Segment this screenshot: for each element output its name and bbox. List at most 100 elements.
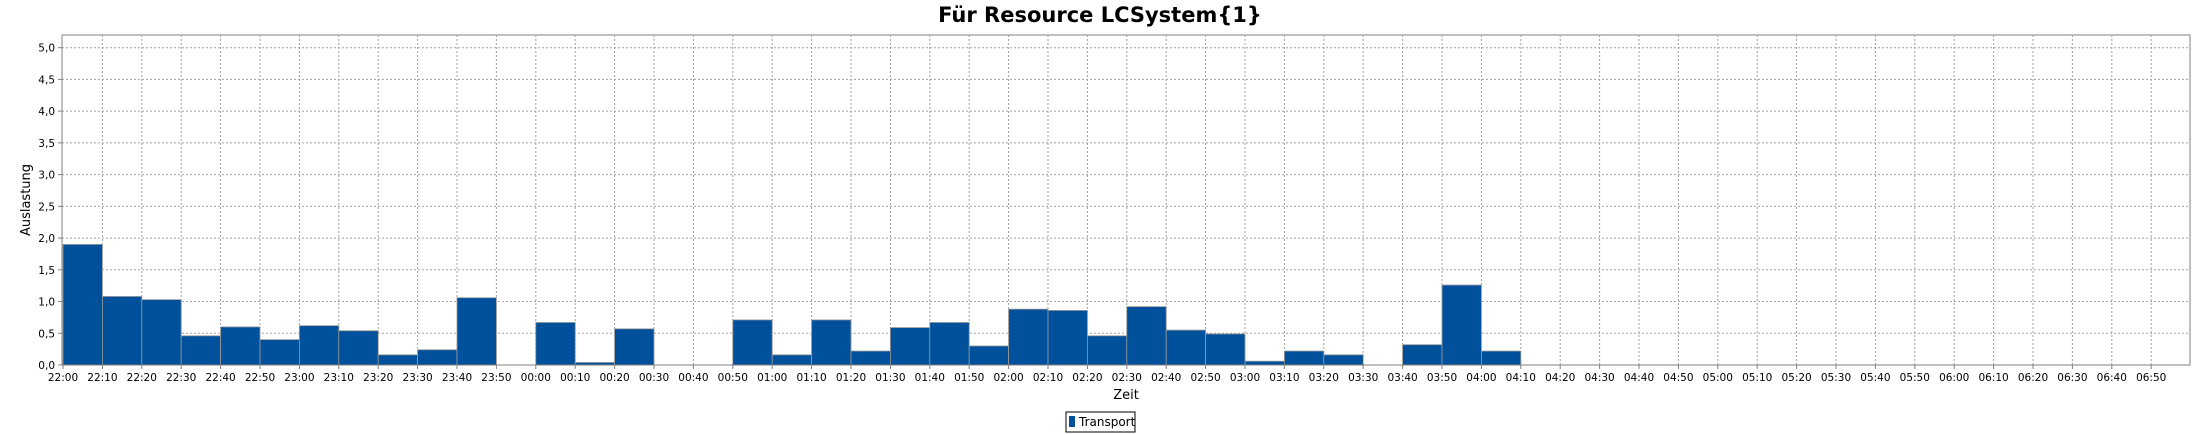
x-tick-label: 04:40 (1624, 372, 1654, 384)
x-tick-label: 23:50 (481, 372, 511, 384)
x-tick-label: 02:00 (993, 372, 1023, 384)
bar-transport (771, 354, 813, 366)
bar-transport (417, 349, 458, 366)
x-tick-label: 06:00 (1939, 372, 1969, 384)
bar-transport (1126, 306, 1167, 366)
y-tick-label: 1,5 (38, 265, 55, 277)
bar-transport (1008, 308, 1049, 366)
bar-transport (298, 325, 340, 366)
x-tick-label: 05:40 (1860, 372, 1890, 384)
bar-transport (929, 322, 970, 366)
x-tick-label: 03:30 (1348, 372, 1378, 384)
bar-transport (1441, 284, 1482, 366)
x-tick-label: 22:30 (166, 372, 196, 384)
bar-transport (456, 297, 497, 366)
bar-transport (811, 319, 852, 366)
bar-transport (377, 354, 419, 366)
x-tick-label: 01:30 (875, 372, 905, 384)
y-tick-label: 0,0 (38, 360, 55, 372)
x-tick-label: 22:10 (87, 372, 117, 384)
y-tick-label: 2,5 (38, 201, 55, 213)
bar-transport (1205, 333, 1246, 366)
y-tick-label: 2,0 (38, 233, 55, 245)
x-tick-label: 03:20 (1309, 372, 1339, 384)
bar-transport (1323, 354, 1364, 366)
x-tick-label: 05:50 (1900, 372, 1930, 384)
bar-transport (1481, 350, 1522, 366)
y-tick-label: 3,5 (38, 138, 55, 150)
x-tick-label: 02:10 (1033, 372, 1063, 384)
x-tick-label: 05:10 (1742, 372, 1772, 384)
bar-transport (732, 319, 773, 366)
axes (61, 35, 2190, 366)
x-tick-label: 23:40 (442, 372, 472, 384)
x-axis-label: Zeit (1113, 388, 1139, 403)
x-tick-label: 00:40 (678, 372, 708, 384)
x-tick-label: 00:50 (718, 372, 748, 384)
y-axis-label: Auslastung (19, 164, 34, 236)
bar-transport (259, 339, 300, 366)
bar-transport (1244, 360, 1285, 366)
x-tick-label: 22:00 (48, 372, 78, 384)
x-tick-label: 23:30 (402, 372, 432, 384)
x-tick-label: 23:10 (324, 372, 354, 384)
y-tick-label: 0,5 (38, 328, 55, 340)
bar-transport (62, 244, 103, 366)
legend-label-transport: Transport (1078, 415, 1136, 429)
bar-transport (968, 345, 1010, 366)
x-tick-label: 01:00 (757, 372, 787, 384)
x-tick-label: 04:30 (1584, 372, 1614, 384)
legend-swatch-transport (1069, 416, 1075, 427)
x-tick-label: 00:00 (521, 372, 551, 384)
y-tick-label: 4,0 (38, 106, 55, 118)
x-tick-label: 00:10 (560, 372, 590, 384)
x-tick-label: 23:00 (284, 372, 314, 384)
bar-transport (141, 299, 182, 366)
x-tick-label: 22:20 (127, 372, 157, 384)
legend: Transport (1065, 411, 1136, 433)
bar-transport (890, 327, 931, 366)
x-tick-label: 04:50 (1663, 372, 1693, 384)
x-tick-label: 05:00 (1703, 372, 1733, 384)
x-tick-label: 06:50 (2136, 372, 2166, 384)
bar-transport (850, 350, 891, 366)
bar-transport (180, 335, 221, 366)
y-tick-label: 5,0 (38, 43, 55, 55)
bar-transport (535, 322, 576, 366)
x-tick-label: 04:00 (1466, 372, 1496, 384)
x-tick-label: 04:10 (1506, 372, 1536, 384)
x-tick-label: 05:30 (1821, 372, 1851, 384)
grid-lines (62, 35, 2190, 365)
x-tick-label: 06:40 (2097, 372, 2127, 384)
y-tick-label: 3,0 (38, 170, 55, 182)
x-tick-label: 22:40 (205, 372, 235, 384)
y-axis-ticks: 0,0 0,5 1,0 1,5 2,0 2,5 3,0 3,5 4,0 4,5 5,0 (38, 43, 62, 372)
x-tick-label: 23:20 (363, 372, 393, 384)
legend-box (1065, 411, 1136, 433)
x-tick-label: 03:50 (1427, 372, 1457, 384)
x-tick-label: 05:20 (1781, 372, 1811, 384)
x-tick-label: 06:20 (2018, 372, 2048, 384)
x-tick-label: 06:30 (2057, 372, 2087, 384)
x-tick-label: 00:20 (599, 372, 629, 384)
bars (62, 244, 1522, 366)
bar-transport (220, 326, 261, 366)
bar-transport (1284, 350, 1325, 366)
chart-title: Für Resource LCSystem{1} (938, 3, 1262, 27)
y-tick-label: 4,5 (38, 74, 55, 86)
x-tick-label: 02:50 (1190, 372, 1220, 384)
x-tick-label: 02:30 (1112, 372, 1142, 384)
x-tick-label: 04:20 (1545, 372, 1575, 384)
bar-transport (338, 330, 379, 366)
x-tick-label: 02:40 (1151, 372, 1181, 384)
x-tick-label: 22:50 (245, 372, 275, 384)
x-tick-label: 01:40 (915, 372, 945, 384)
x-tick-label: 03:10 (1269, 372, 1299, 384)
plot-area (61, 34, 2191, 366)
bar-transport (614, 328, 655, 366)
x-axis-ticks: 22:00 22:10 22:20 22:30 22:40 22:50 23:00 23:10… (48, 365, 2166, 384)
bar-transport (1402, 344, 1443, 366)
bar-transport (1047, 310, 1088, 366)
